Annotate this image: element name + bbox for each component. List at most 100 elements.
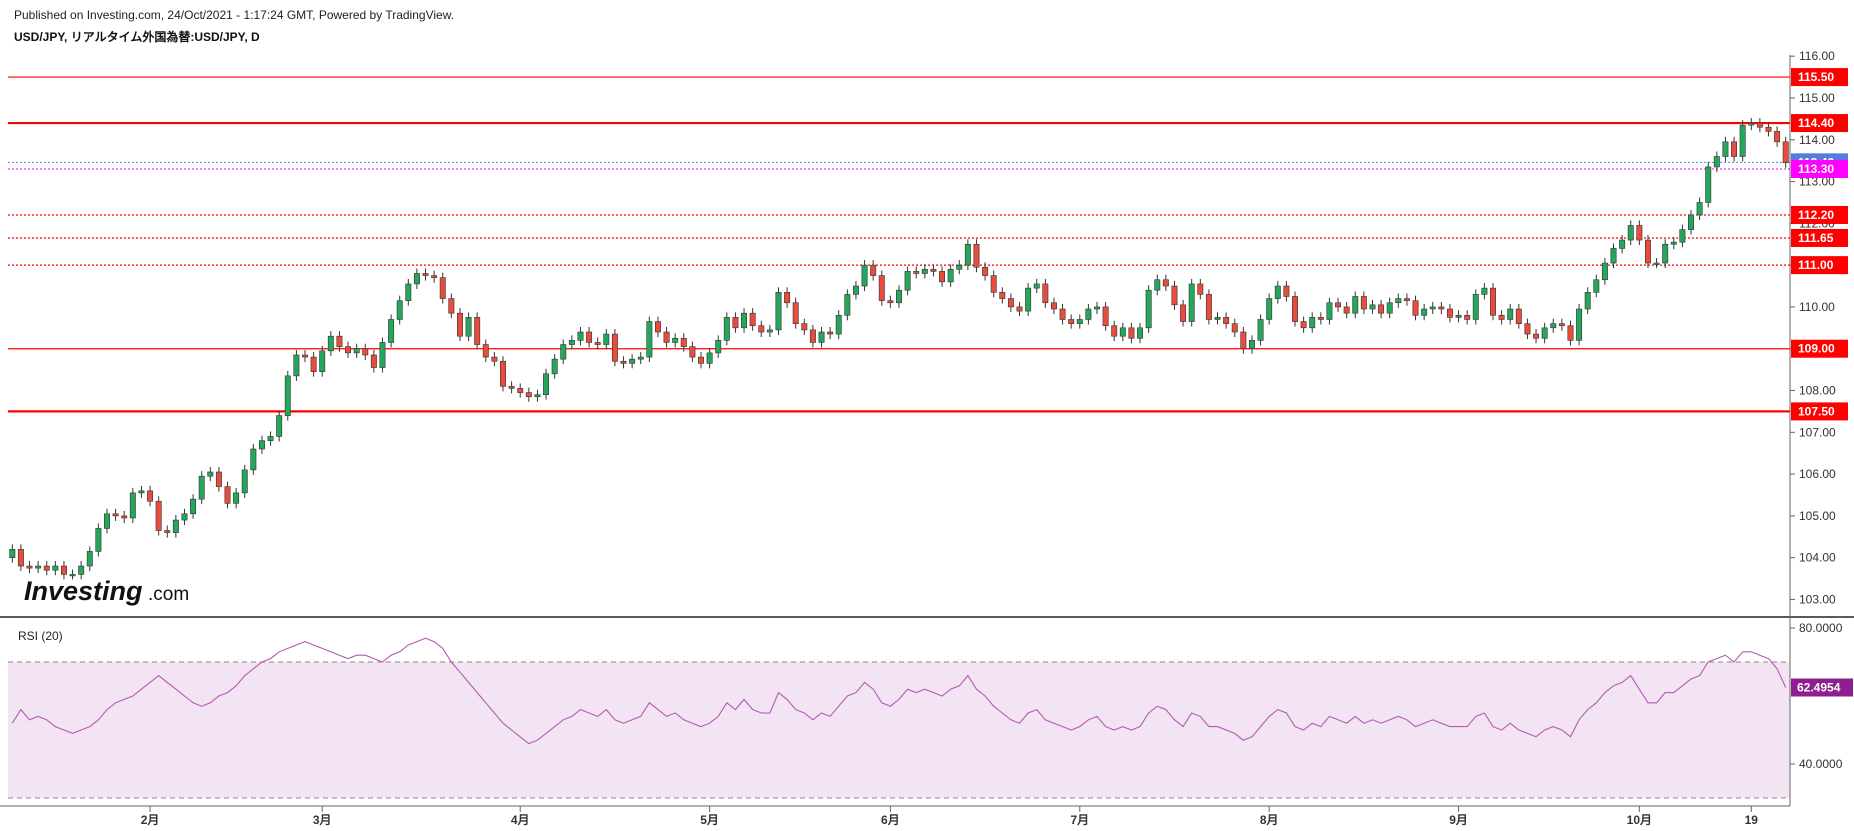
candle xyxy=(1240,331,1247,350)
candle xyxy=(69,574,76,577)
rsi-last-badge xyxy=(1791,678,1853,697)
candle xyxy=(715,340,722,354)
candle xyxy=(1507,308,1514,320)
price-tick-label: 116.00 xyxy=(1799,49,1835,63)
candle xyxy=(887,300,894,304)
candle xyxy=(413,273,420,285)
candle xyxy=(129,492,136,519)
candle xyxy=(1464,314,1471,320)
candle xyxy=(646,321,653,358)
candle xyxy=(1748,122,1755,126)
candle xyxy=(327,335,334,352)
candle xyxy=(1722,141,1729,157)
candle xyxy=(775,291,782,331)
candle xyxy=(1033,283,1040,289)
candle xyxy=(947,269,954,283)
rsi-tick-label: 40.0000 xyxy=(1799,757,1843,771)
rsi-title: RSI (20) xyxy=(18,629,63,643)
time-tick-label: 7月 xyxy=(1070,813,1089,827)
price-tick-label: 113.00 xyxy=(1799,175,1835,189)
price-tick-label: 115.00 xyxy=(1799,91,1835,105)
price-tick-label: 105.00 xyxy=(1799,509,1836,523)
candle xyxy=(1343,306,1350,314)
candle xyxy=(43,565,50,571)
candle xyxy=(465,317,472,337)
price-tick-label: 114.00 xyxy=(1799,133,1835,147)
candle xyxy=(1180,304,1187,322)
candle xyxy=(672,337,679,343)
candle xyxy=(1076,319,1083,324)
candle xyxy=(1524,323,1531,335)
candle xyxy=(1352,296,1359,314)
candle xyxy=(370,354,377,368)
candle xyxy=(1550,323,1557,329)
candle xyxy=(741,312,748,329)
candle xyxy=(1429,306,1436,310)
level-badge-label: 112.20 xyxy=(1798,208,1834,222)
candle xyxy=(904,271,911,291)
candle xyxy=(1756,122,1763,128)
candle xyxy=(1137,327,1144,339)
candle xyxy=(603,333,610,345)
candle xyxy=(293,354,300,377)
candle xyxy=(818,331,825,343)
candle xyxy=(1670,241,1677,245)
rsi-pane[interactable]: RSI (20) xyxy=(8,629,1790,799)
candle xyxy=(482,344,489,358)
candle xyxy=(766,329,773,333)
candle xyxy=(1335,302,1342,308)
candle xyxy=(52,565,59,571)
candle xyxy=(353,348,360,354)
candle xyxy=(439,277,446,299)
secondary-price-badge-label: 113.30 xyxy=(1798,162,1834,176)
candle xyxy=(422,273,429,276)
time-tick-label: 3月 xyxy=(313,813,332,827)
candle xyxy=(1317,317,1324,320)
price-pane[interactable] xyxy=(8,76,1790,580)
price-tick-label: 110.00 xyxy=(1799,300,1835,314)
candle xyxy=(164,530,171,533)
candle xyxy=(60,565,67,575)
candle xyxy=(1610,248,1617,264)
candle xyxy=(1050,302,1057,310)
candle xyxy=(1274,285,1281,299)
candle xyxy=(1119,327,1126,337)
price-tick-label: 104.00 xyxy=(1799,551,1836,565)
candle xyxy=(388,319,395,343)
candle xyxy=(1042,283,1049,304)
candle xyxy=(1576,308,1583,341)
candle xyxy=(104,513,110,529)
candle xyxy=(517,388,524,393)
candle xyxy=(1162,279,1169,287)
candle xyxy=(568,340,575,345)
candle xyxy=(267,436,274,441)
time-tick-label: 8月 xyxy=(1260,813,1279,827)
candle xyxy=(456,312,463,337)
candle xyxy=(551,358,558,375)
candle xyxy=(215,471,222,487)
candle xyxy=(792,302,799,324)
candle xyxy=(939,271,946,283)
candle xyxy=(663,331,670,343)
candle xyxy=(1533,333,1540,339)
time-tick-label: 19 xyxy=(1745,813,1759,827)
candle xyxy=(121,515,128,519)
level-badge-112.20 xyxy=(1791,205,1848,224)
candle xyxy=(35,565,42,569)
candle xyxy=(611,333,618,362)
candle xyxy=(1713,156,1720,168)
candle xyxy=(1774,131,1781,143)
candle xyxy=(1154,279,1161,291)
candle xyxy=(1145,289,1152,329)
candle xyxy=(990,275,997,293)
candle xyxy=(1472,294,1479,320)
candle xyxy=(310,356,317,373)
axes: 103.00 104.00 105.00 106.00 107.00 108.00 109.… xyxy=(0,49,1854,827)
candle xyxy=(1403,298,1410,301)
candle xyxy=(258,440,265,450)
candle xyxy=(78,565,85,575)
candle xyxy=(1231,323,1238,333)
candle xyxy=(474,317,481,345)
level-badge-label: 109.00 xyxy=(1798,342,1835,356)
